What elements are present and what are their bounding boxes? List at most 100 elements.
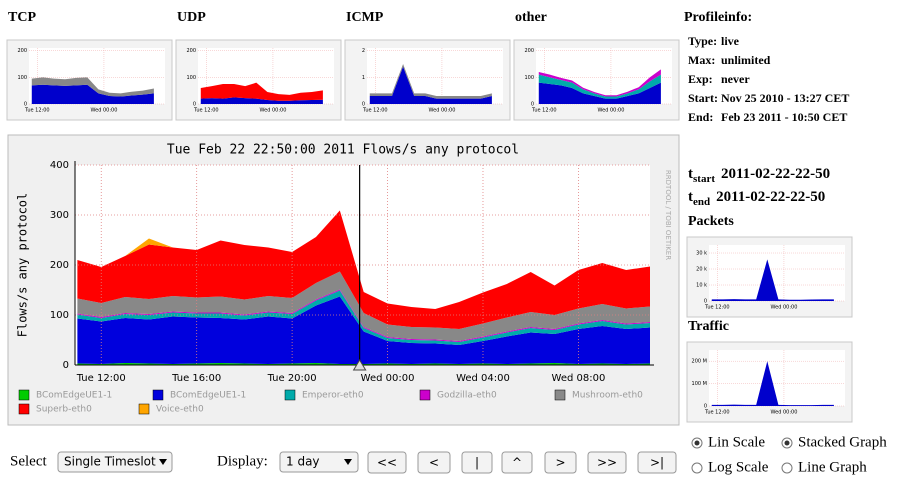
display-label: Display: [217,453,268,469]
legend-label: BComEdgeUE1-1 [170,391,246,401]
thumbnail-area [31,84,154,104]
time-tstart: tstart 2011-02-22-22-50 [688,166,830,184]
nav-button[interactable] [461,451,493,474]
x-tick-label: Wed 08:00 [552,373,606,384]
profile-key: Max: [688,53,715,67]
y-tick-label: 0 [24,102,27,108]
thumbnail-area [711,259,834,301]
select-value: 1 day [286,455,320,469]
radio-label: Lin Scale [708,434,765,450]
thumbnail-plot [709,350,845,406]
y-tick-label: 200 [17,48,27,54]
y-tick-label: 200 [524,48,534,54]
legend-label: Mushroom-eth0 [572,391,643,401]
time-label: t [688,189,693,205]
legend-label: Superb-eth0 [36,405,92,415]
radio[interactable] [691,462,703,474]
legend-swatch [138,403,150,415]
section-title: Traffic [688,319,729,334]
nav-button-label: | [475,456,479,470]
y-tick-label: 100 M [692,381,707,387]
select-value: Single Timeslot [64,455,156,469]
time-sub: start [693,173,715,185]
nav-button-label: >| [650,456,664,470]
x-tick-label: Tue 12:00 [704,305,730,311]
radio-dot [784,440,790,446]
x-tick-label: Wed 04:00 [456,373,510,384]
nav-button[interactable] [544,451,577,474]
legend-label: Emperor-eth0 [302,391,364,401]
thumbnail-area [369,66,492,104]
legend-label: Voice-eth0 [156,405,204,415]
y-tick-label: 100 [50,310,69,321]
time-value: 2011-02-22-22-50 [721,166,830,182]
nav-button[interactable] [417,451,451,474]
thumbnail-area [31,77,154,97]
section-title: Packets [688,214,734,229]
x-tick-label: Wed 00:00 [428,108,455,114]
x-tick-label: Tue 16:00 [171,373,221,384]
y-tick-label: 0 [193,102,196,108]
nav-button[interactable] [637,451,677,474]
y-tick-label: 0 [704,404,707,410]
legend-swatch [152,389,164,401]
chart-title: Tue Feb 22 22:50:00 2011 Flows/s any pro… [167,143,519,158]
nav-button[interactable] [501,451,533,474]
legend-swatch [419,389,431,401]
thumbnail-area [538,74,661,99]
thumbnail-area [369,64,492,99]
radio-label: Log Scale [708,459,769,475]
tab-title: ICMP [346,10,384,25]
profile-value: never [721,72,750,86]
x-tick-label: Tue 20:00 [267,373,317,384]
select-box[interactable] [57,451,173,473]
select-arrow [344,459,352,465]
thumbnail-area [200,97,323,104]
y-tick-label: 10 k [696,283,707,289]
nav-button-label: >> [597,456,617,470]
y-tick-label: 20 k [696,267,707,273]
legend-label: Godzilla-eth0 [437,391,497,401]
cursor-handle [352,359,367,371]
x-tick-label: Tue 12:00 [362,108,388,114]
x-tick-label: Tue 12:00 [704,410,730,416]
thumbnail-area [200,82,323,101]
time-value: 2011-02-22-22-50 [716,189,825,205]
tab-title: TCP [8,10,36,25]
profile-key: End: [688,110,713,124]
side-note: RRDTOOL / TOBI OETIKER [664,170,672,260]
y-tick-label: 200 [50,260,69,271]
y-tick-label: 400 [50,160,69,171]
thumbnail-plot [709,245,845,301]
nav-button-label: ^ [512,456,522,470]
legend-label: BComEdgeUE1-1 [36,391,112,401]
radio-label: Line Graph [798,459,867,475]
radio[interactable] [781,462,793,474]
y-tick-label: 0 [63,360,69,371]
x-tick-label: Tue 12:00 [24,108,50,114]
radio-dot [694,440,700,446]
y-tick-label: 300 [50,210,69,221]
select-arrow [159,459,167,465]
legend-swatch [554,389,566,401]
nav-button-label: > [555,456,565,470]
y-tick-label: 2 [362,48,365,54]
nav-button[interactable] [587,451,627,474]
y-tick-label: 0 [362,102,365,108]
y-tick-label: 30 k [696,251,707,257]
x-tick-label: Wed 00:00 [361,373,415,384]
x-tick-label: Wed 00:00 [597,108,624,114]
select-box[interactable] [279,451,359,473]
x-tick-label: Tue 12:00 [193,108,219,114]
profile-key: Start: [688,91,718,105]
tab-title: UDP [177,10,206,25]
thumbnail-area [538,82,661,104]
profile-title: Profileinfo: [684,10,752,25]
y-tick-label: 1 [362,75,365,81]
nav-button[interactable] [367,451,407,474]
y-tick-label: 0 [704,299,707,305]
legend-swatch [18,389,30,401]
x-tick-label: Tue 12:00 [531,108,557,114]
time-label: t [688,166,693,182]
